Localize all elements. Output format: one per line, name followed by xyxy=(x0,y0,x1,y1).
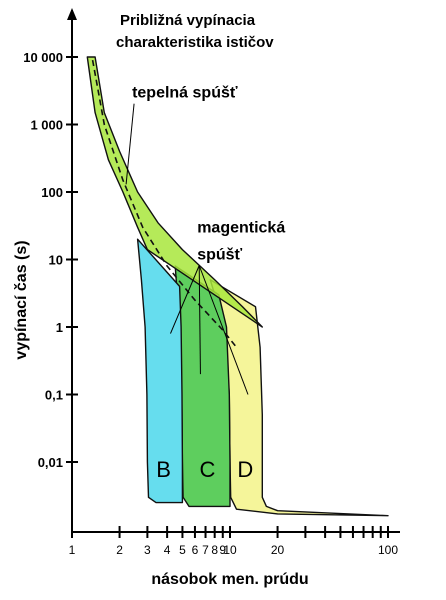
annotation-pointer-line xyxy=(198,265,201,375)
x-tick-label: 1 xyxy=(69,543,76,557)
zone-b-area xyxy=(136,238,184,504)
y-tick-label: 10 000 xyxy=(23,50,63,65)
annotation-label-3: spúšť xyxy=(197,247,242,264)
x-tick-label: 9 xyxy=(219,543,226,557)
annotation-label-1: tepelná spúšť xyxy=(132,85,238,102)
axes-layer xyxy=(66,8,400,538)
x-tick-label: 10 xyxy=(223,543,237,557)
thermal-mean-dashed-line xyxy=(91,59,238,348)
x-tick-label: 20 xyxy=(271,543,285,557)
annotation-pointer-line xyxy=(170,265,200,334)
x-tick-label: 3 xyxy=(144,543,151,557)
text-layer: Približná vypínacia charakteristika isti… xyxy=(13,12,398,588)
y-tick-label: 10 xyxy=(49,253,63,268)
title-line-1: Približná vypínacia xyxy=(120,12,256,29)
annotation-label-2: magentická xyxy=(197,220,285,237)
y-tick-label: 0,01 xyxy=(38,455,63,470)
y-axis-label: vypínací čas (s) xyxy=(13,240,30,359)
y-tick-label: 100 xyxy=(41,185,63,200)
x-tick-label: 100 xyxy=(378,543,398,557)
y-tick-label: 0,1 xyxy=(45,388,63,403)
x-tick-label: 8 xyxy=(211,543,218,557)
y-tick-label: 1 000 xyxy=(30,118,63,133)
x-tick-label: 7 xyxy=(202,543,209,557)
thermal-band-area xyxy=(86,56,263,328)
x-tick-label: 6 xyxy=(192,543,199,557)
zone-c-label: C xyxy=(200,457,216,482)
x-axis-label: násobok men. prúdu xyxy=(151,571,308,588)
annotation-pointer-line xyxy=(198,265,249,395)
x-tick-label: 5 xyxy=(179,543,186,557)
zone-d-label: D xyxy=(237,457,253,482)
zone-b-label: B xyxy=(156,457,171,482)
x-tick-label: 4 xyxy=(164,543,171,557)
x-tick-label: 2 xyxy=(116,543,123,557)
annotation-pointer-line xyxy=(125,103,135,185)
plot-layer xyxy=(86,56,389,517)
y-tick-label: 1 xyxy=(56,320,63,335)
title-line-2: charakteristika ističov xyxy=(116,34,274,51)
y-axis-arrowhead xyxy=(67,8,77,20)
